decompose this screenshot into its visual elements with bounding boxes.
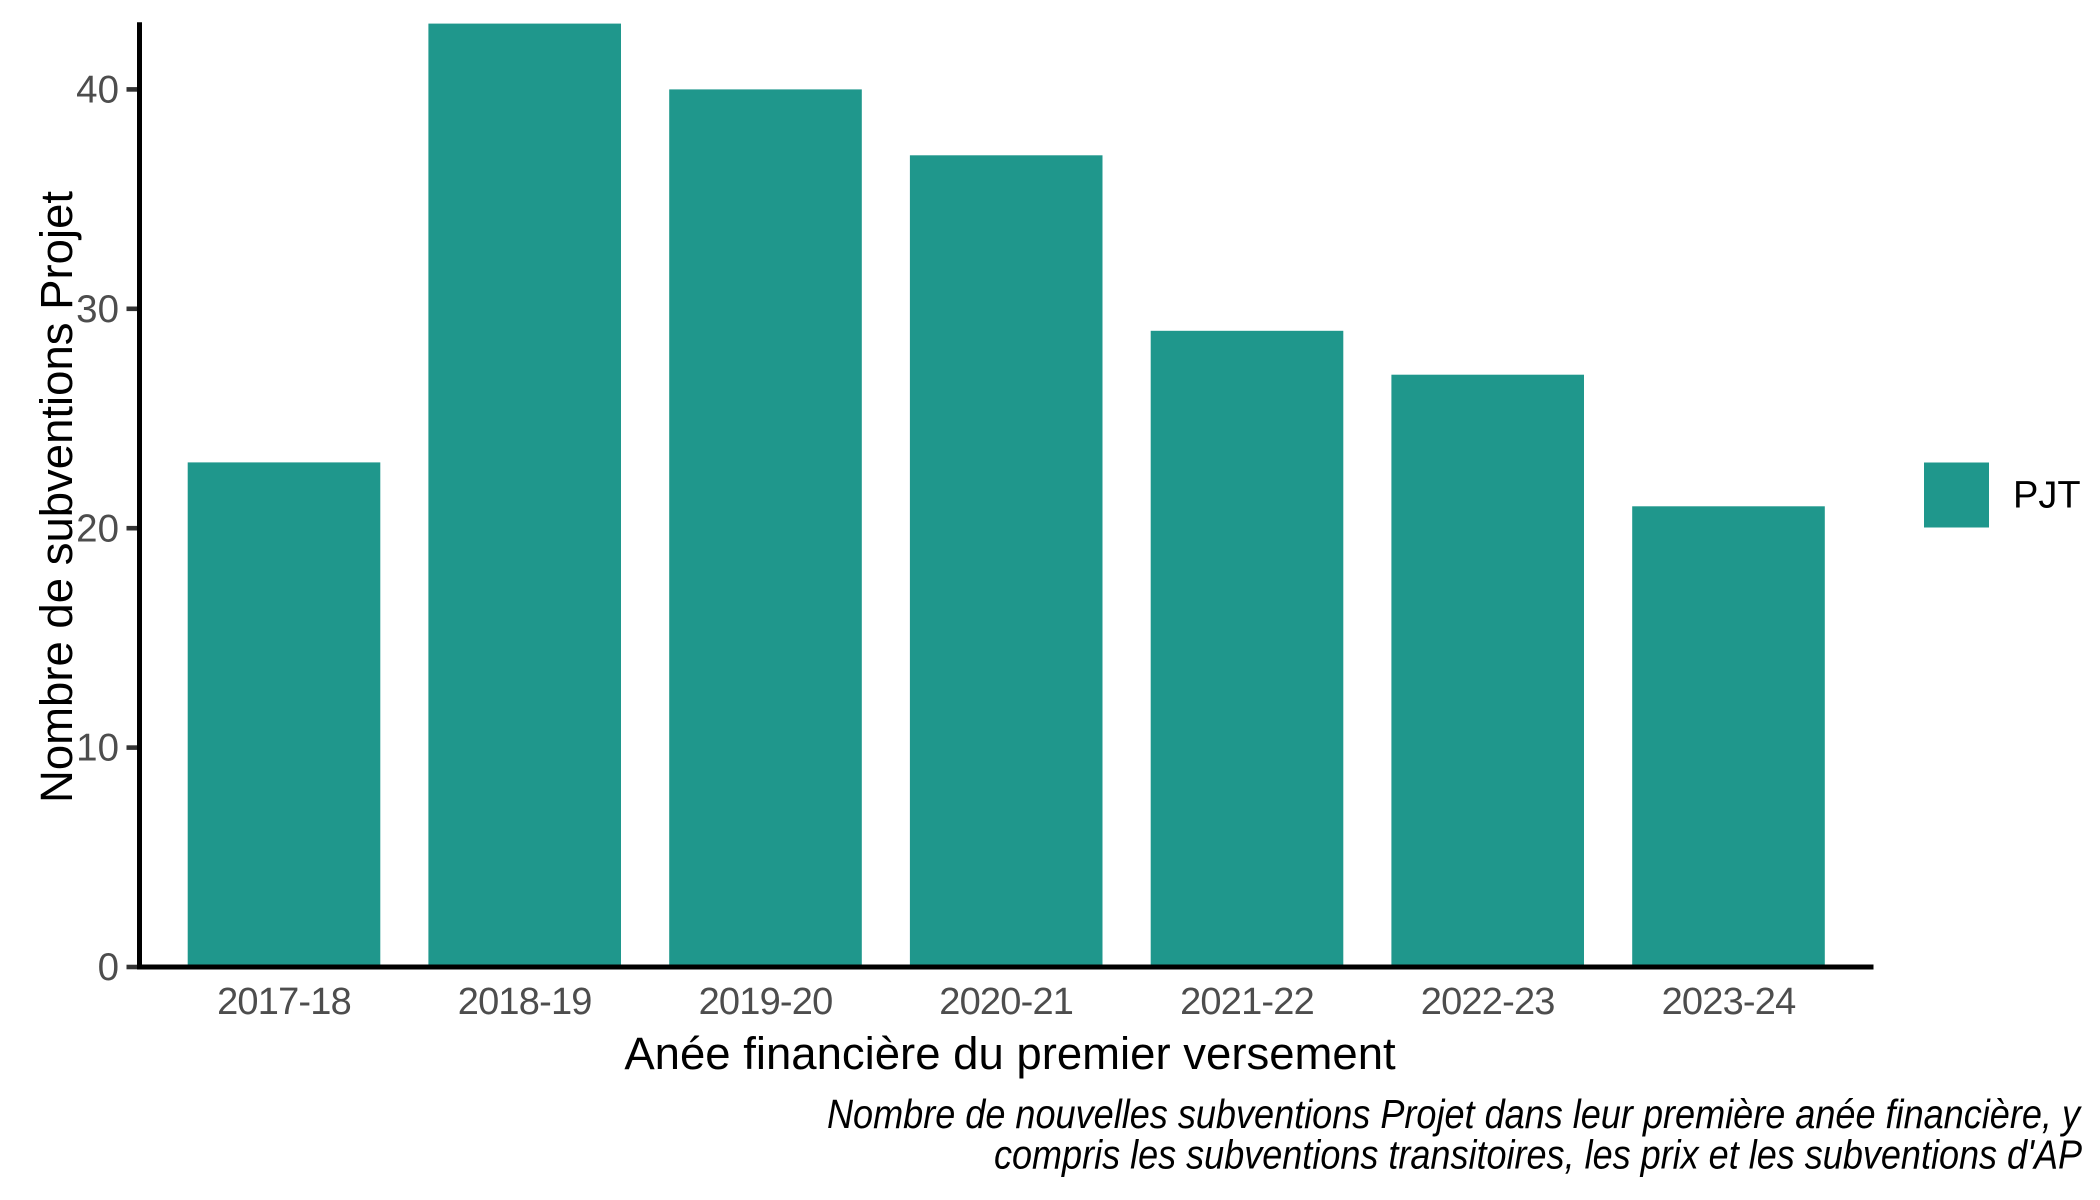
svg-text:10: 10	[76, 727, 119, 770]
svg-text:2017-18: 2017-18	[217, 981, 351, 1023]
svg-text:0: 0	[98, 946, 119, 989]
svg-text:40: 40	[76, 69, 119, 112]
svg-text:20: 20	[76, 507, 119, 550]
svg-text:2022-23: 2022-23	[1421, 981, 1555, 1023]
svg-text:Nombre de nouvelles subvention: Nombre de nouvelles subventions Projet d…	[827, 1091, 2082, 1137]
svg-text:30: 30	[76, 288, 119, 331]
svg-text:2021-22: 2021-22	[1180, 981, 1314, 1023]
svg-text:Nombre de subventions Projet: Nombre de subventions Projet	[31, 191, 82, 803]
svg-text:PJT: PJT	[2013, 475, 2081, 517]
svg-text:2020-21: 2020-21	[939, 981, 1073, 1023]
svg-text:2019-20: 2019-20	[699, 981, 833, 1023]
svg-text:compris les subventions transi: compris les subventions transitoires, le…	[994, 1132, 2083, 1178]
svg-text:Anée financière du premier ver: Anée financière du premier versement	[624, 1028, 1396, 1079]
svg-text:2018-19: 2018-19	[458, 981, 592, 1023]
svg-text:2023-24: 2023-24	[1662, 981, 1797, 1023]
